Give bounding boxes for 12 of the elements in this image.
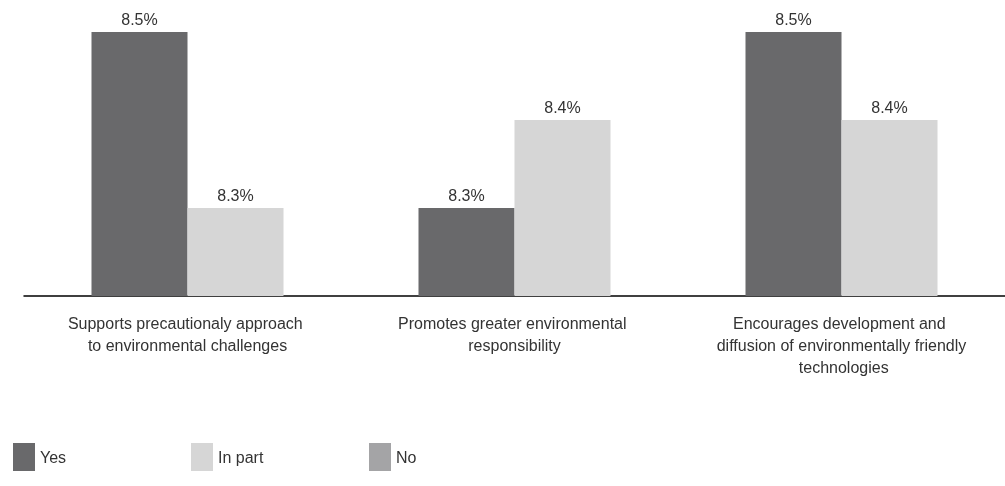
x-tick-label: Supports precautionaly approach to environmental challenges [67,314,308,354]
legend-label: No [396,448,417,466]
x-tick-label: Promotes greater environmental responsibility [398,314,631,354]
data-label: 8.5% [121,10,158,28]
legend-label: In part [218,448,264,466]
data-label: 8.3% [217,186,254,204]
data-label: 8.5% [775,10,812,28]
x-tick-label: Encourages development and diffusion of environmentally friendly technologies [716,314,967,376]
data-label: 8.4% [871,98,908,116]
data-label: 8.3% [448,186,485,204]
data-label: 8.4% [544,98,581,116]
legend-label: Yes [40,448,67,466]
